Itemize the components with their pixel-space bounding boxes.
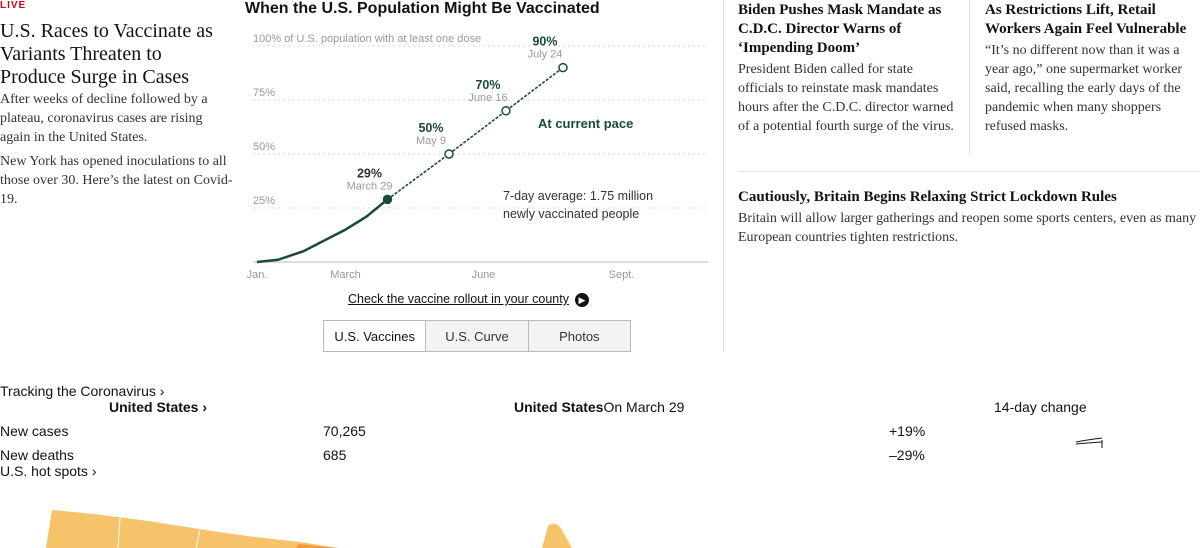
cases-value: 70,265 [323,423,366,439]
sparkline-icon [1075,437,1103,448]
x-tick-label: June [472,269,496,281]
vaccination-chart[interactable]: 100% of U.S. population with at least on… [245,24,715,286]
data-point-date: July 24 [528,49,563,61]
tracker-us-link[interactable]: United States › [109,399,208,415]
data-point [382,194,393,205]
tracker-header: United StatesOn March 29 [514,399,684,415]
data-point [558,62,568,73]
chart-title[interactable]: When the U.S. Population Might Be Vaccin… [245,0,600,17]
data-point-date: May 9 [416,135,446,147]
tracker-date: On March 29 [603,399,685,415]
current-pace-label: At current pace [538,116,633,131]
deaths-value: 685 [323,447,347,463]
lead-headline[interactable]: U.S. Races to Vaccinate as Variants Thre… [0,20,213,88]
tracker-change-header: 14-day change [994,399,1087,415]
map-region-west [46,510,338,548]
story-headline-retail-workers[interactable]: As Restrictions Lift, Retail Workers Aga… [985,2,1187,37]
data-point [501,106,511,116]
county-rollout-link-text[interactable]: Check the vaccine rollout in your county [348,292,569,306]
arrow-right-icon[interactable]: ▶ [574,292,589,307]
data-point [444,149,454,159]
x-tick-label: Sept. [609,269,635,281]
data-point-date: June 16 [468,92,507,104]
lead-summary: After weeks of decline followed by a pla… [0,92,208,145]
county-rollout-link[interactable]: Check the vaccine rollout in your county… [348,292,589,307]
lead-summary-latest[interactable]: New York has opened inoculations to all … [0,154,233,207]
data-point-label: 29% [357,166,382,180]
hotspot-map[interactable] [0,500,600,548]
column-divider [723,0,724,352]
average-label: 7-day average: 1.75 million [503,189,653,203]
deaths-change: –29% [889,447,925,463]
x-tick-label: Jan. [247,269,268,281]
map-region-hotspot [296,544,338,548]
average-label-sub: newly vaccinated people [503,207,639,221]
gridlines [253,45,708,209]
live-label: LIVE [0,0,27,11]
data-point-date: March 29 [347,180,393,192]
story-separator [738,171,1200,172]
y-tick-label: 75% [253,87,275,99]
cases-change: +19% [889,423,926,439]
y-tick-label: 50% [253,141,275,153]
data-point-label: 90% [532,35,557,49]
deaths-label: New deaths [0,447,74,463]
x-tick-label: March [330,269,361,281]
cases-label: New cases [0,423,69,439]
story-headline-britain[interactable]: Cautiously, Britain Begins Relaxing Stri… [738,189,1117,205]
y-tick-label: 100% of U.S. population with at least on… [253,33,481,45]
map-region-east [542,523,572,548]
series-line-projection [387,66,564,201]
story-headline-mask-mandate[interactable]: Biden Pushes Mask Mandate as C.D.C. Dire… [738,2,942,56]
tracker-place: United States [514,399,604,415]
map-borders [117,517,201,548]
story-summary-mask-mandate: President Biden called for state officia… [738,62,954,134]
data-point-label: 50% [418,121,443,135]
y-tick-label: 25% [253,195,275,207]
tracker-title[interactable]: Tracking the Coronavirus › [0,383,165,399]
story-divider [969,0,970,156]
data-point-label: 70% [475,78,500,92]
tab-photos[interactable]: Photos [527,321,630,351]
hotspots-link[interactable]: U.S. hot spots › [0,463,97,479]
story-summary-britain: Britain will allow larger gatherings and… [738,211,1197,245]
tab-us-vaccines[interactable]: U.S. Vaccines [324,321,426,351]
chart-tabs: U.S. Vaccines U.S. Curve Photos [323,320,631,352]
series-line-actual [256,198,389,264]
tab-us-curve[interactable]: U.S. Curve [425,321,528,351]
story-summary-retail-workers: “It’s no different now than it was a yea… [985,43,1183,134]
